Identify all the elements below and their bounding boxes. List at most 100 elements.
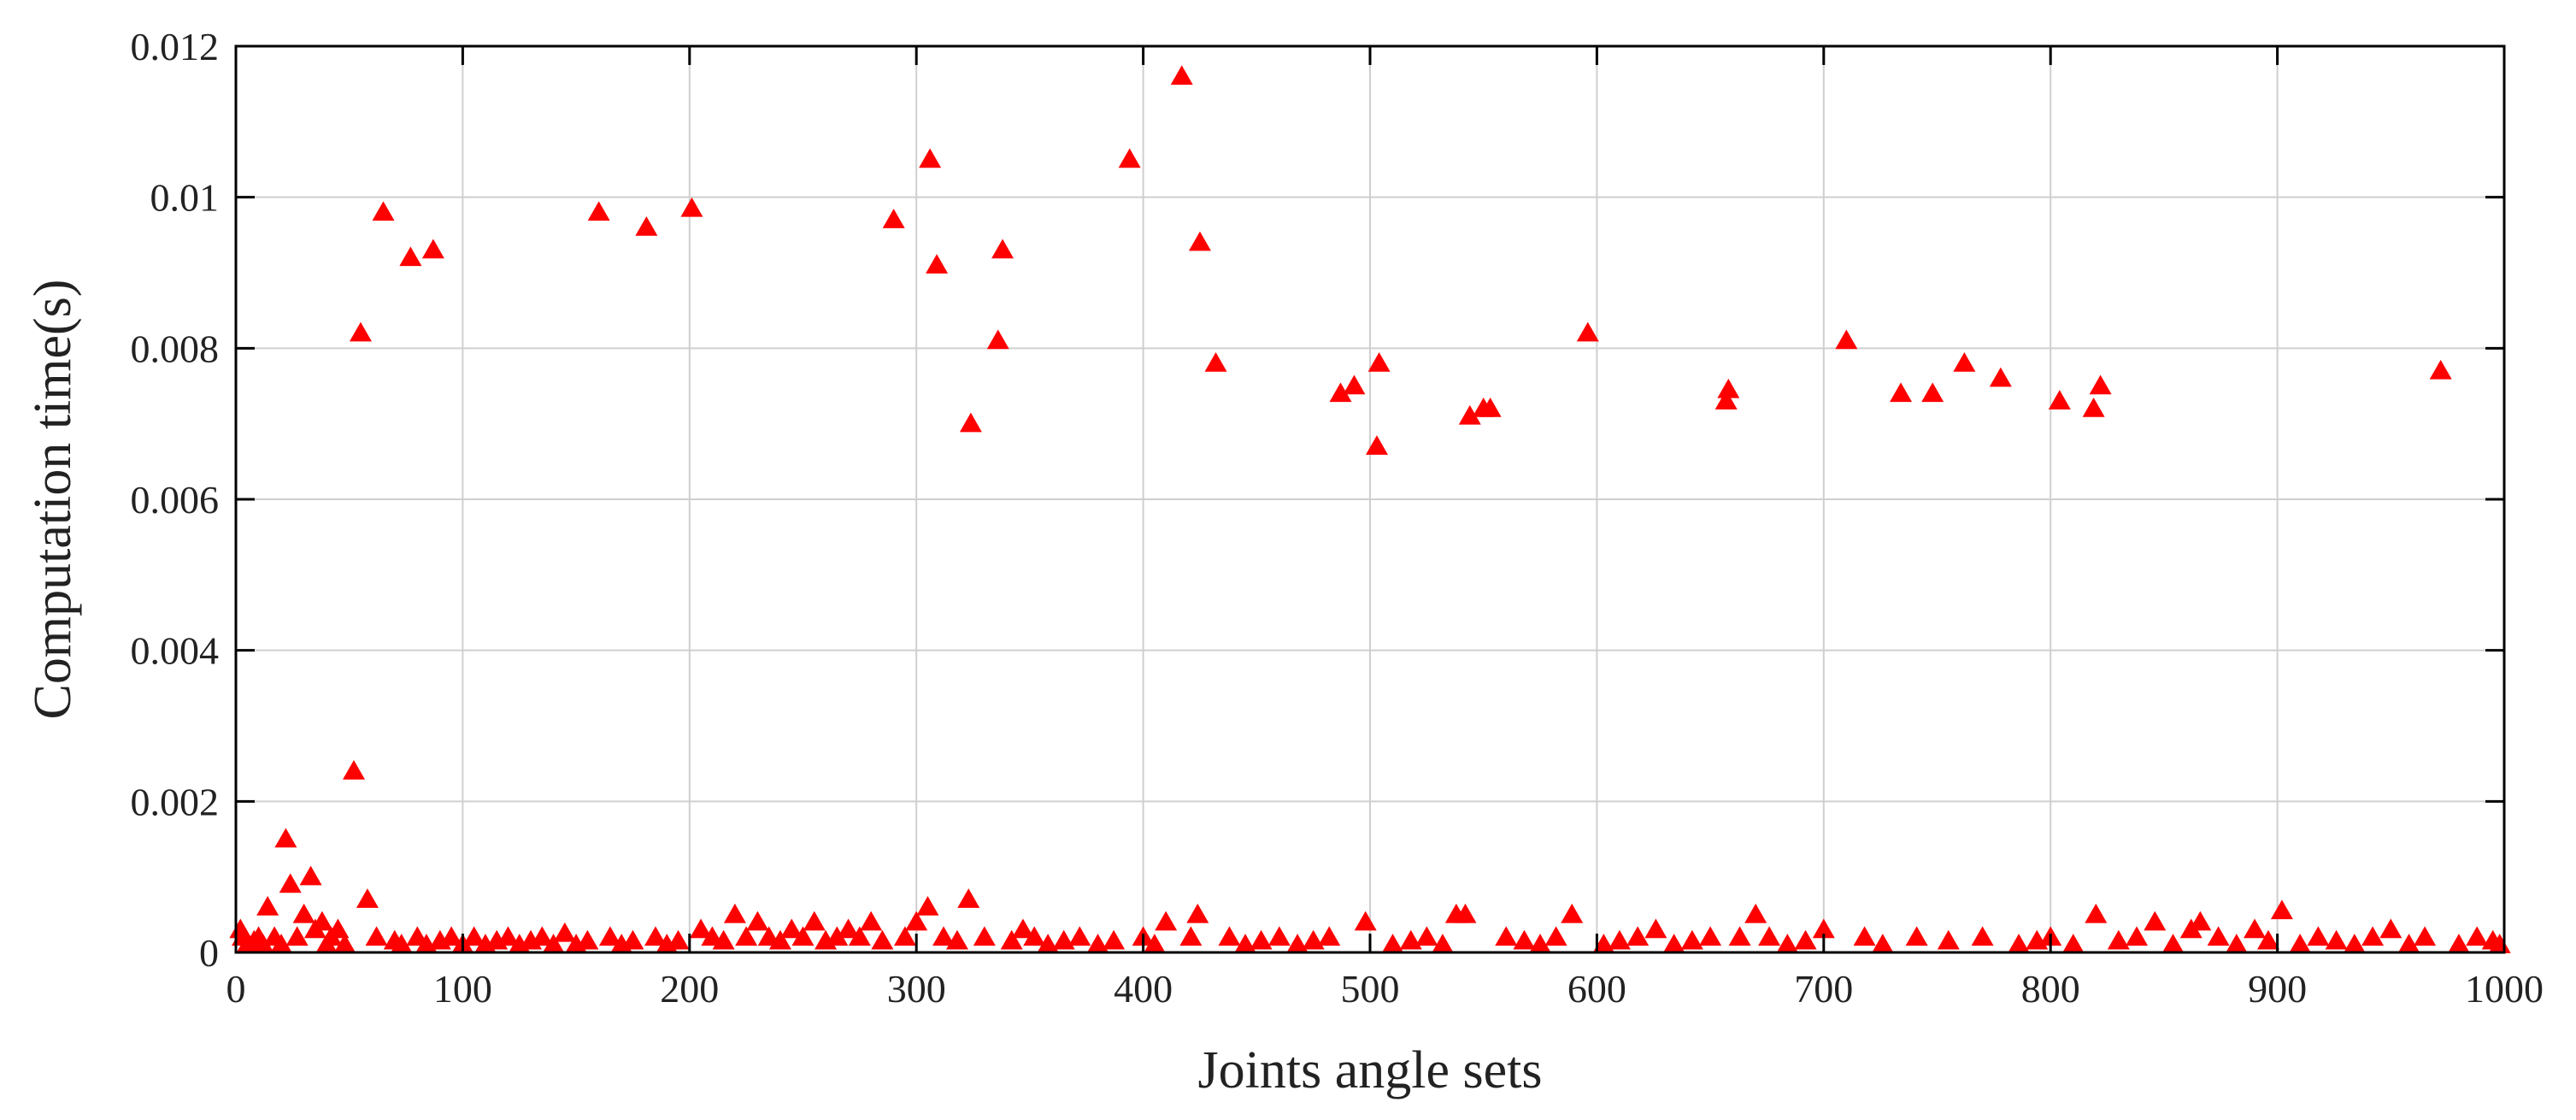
data-point-marker [1267, 926, 1291, 946]
data-point-marker [1454, 903, 1477, 923]
data-point-marker [882, 209, 905, 228]
data-point-marker [1835, 329, 1858, 350]
data-point-marker [1626, 926, 1650, 946]
data-point-marker [1343, 374, 1366, 395]
data-point-marker [2256, 929, 2279, 950]
data-point-marker [2161, 934, 2185, 953]
data-point-marker [497, 926, 520, 946]
data-point-marker [803, 911, 826, 931]
data-point-marker [2397, 934, 2420, 953]
data-point-marker [531, 926, 554, 946]
data-point-marker [905, 911, 928, 931]
data-point-marker [1495, 926, 1518, 946]
y-tick-label: 0.012 [131, 25, 220, 68]
data-point-marker [292, 903, 315, 923]
data-point-marker [1699, 926, 1722, 946]
data-point-marker [1608, 929, 1631, 950]
data-point-marker [1250, 929, 1273, 950]
x-tick-label: 400 [1114, 967, 1173, 1011]
data-point-marker [1179, 926, 1203, 946]
x-tick-label: 300 [887, 967, 946, 1011]
data-point-marker [926, 254, 949, 274]
data-point-marker [2379, 918, 2403, 939]
data-point-marker [270, 934, 293, 953]
data-point-marker [2414, 926, 2437, 946]
y-tick-label: 0.002 [131, 780, 220, 823]
data-point-marker [1023, 926, 1046, 946]
data-point-marker [635, 216, 658, 236]
data-point-marker [1662, 934, 1685, 953]
data-point-marker [826, 926, 849, 946]
data-point-marker [2085, 903, 2108, 923]
data-point-marker [326, 918, 350, 939]
data-point-marker [959, 412, 982, 433]
data-point-marker [390, 934, 413, 953]
data-point-marker [712, 929, 735, 950]
data-point-marker [598, 926, 621, 946]
data-point-marker [2144, 911, 2167, 931]
data-point-marker [2089, 374, 2112, 395]
data-point-marker [1143, 934, 1166, 953]
data-point-marker [251, 934, 274, 953]
data-point-marker [644, 926, 667, 946]
data-point-marker [1576, 321, 1599, 342]
data-point-marker [1728, 926, 1751, 946]
data-point-marker [2126, 926, 2149, 946]
data-point-marker [1329, 382, 1352, 403]
data-point-marker [2008, 934, 2031, 953]
data-point-marker [973, 926, 996, 946]
data-point-marker [1186, 903, 1209, 923]
data-point-marker [1680, 929, 1703, 950]
data-point-marker [1890, 382, 1913, 403]
data-point-marker [333, 934, 356, 953]
data-point-marker [1513, 929, 1536, 950]
data-point-marker [1937, 929, 1960, 950]
data-point-marker [1989, 367, 2012, 387]
y-axis-title: Computation time(s) [24, 280, 82, 720]
data-point-marker [553, 922, 576, 942]
data-point-marker [2189, 911, 2212, 931]
data-point-marker [690, 918, 713, 939]
data-point-marker [576, 929, 599, 950]
data-point-marker [372, 201, 395, 221]
data-point-marker [1415, 926, 1438, 946]
data-point-marker [621, 929, 644, 950]
data-point-marker [791, 926, 815, 946]
data-point-marker [1318, 926, 1341, 946]
data-point-marker [2361, 926, 2385, 946]
data-point-marker [2082, 398, 2105, 417]
y-tick-label: 0.008 [131, 327, 220, 370]
x-tick-label: 700 [1794, 967, 1853, 1011]
data-point-marker [735, 926, 758, 946]
y-tick-labels: 0 0.002 0.004 0.006 0.008 0.01 0.012 [131, 25, 220, 975]
data-point-marker [1458, 404, 1481, 425]
data-point-marker [1544, 926, 1567, 946]
y-tick-label: 0.004 [131, 629, 220, 673]
data-point-marker [667, 929, 690, 950]
data-point-marker [848, 926, 871, 946]
data-point-marker [2107, 929, 2130, 950]
data-point-marker [1365, 435, 1388, 455]
data-point-marker [349, 321, 372, 342]
axis-ticks [234, 44, 2506, 954]
data-point-marker [279, 873, 302, 893]
data-point-marker [1717, 378, 1740, 398]
x-tick-label: 800 [2021, 967, 2080, 1011]
data-point-marker [1853, 926, 1876, 946]
data-point-marker [2048, 390, 2071, 410]
data-point-marker [2270, 899, 2293, 920]
data-point-marker [274, 828, 297, 848]
data-point-marker [991, 239, 1015, 259]
data-point-marker [1155, 911, 1178, 931]
x-tick-labels: 0 100 200 300 400 500 600 700 800 900 1000 [226, 967, 2544, 1011]
data-point-marker [1953, 352, 1976, 372]
x-tick-label: 600 [1567, 967, 1626, 1011]
data-point-marker [986, 329, 1009, 350]
data-point-marker [1714, 390, 1738, 410]
data-point-marker [1479, 398, 1502, 417]
data-point-marker [1431, 934, 1454, 953]
data-point-marker [1644, 918, 1667, 939]
data-point-marker [343, 760, 366, 780]
x-tick-label: 200 [660, 967, 719, 1011]
